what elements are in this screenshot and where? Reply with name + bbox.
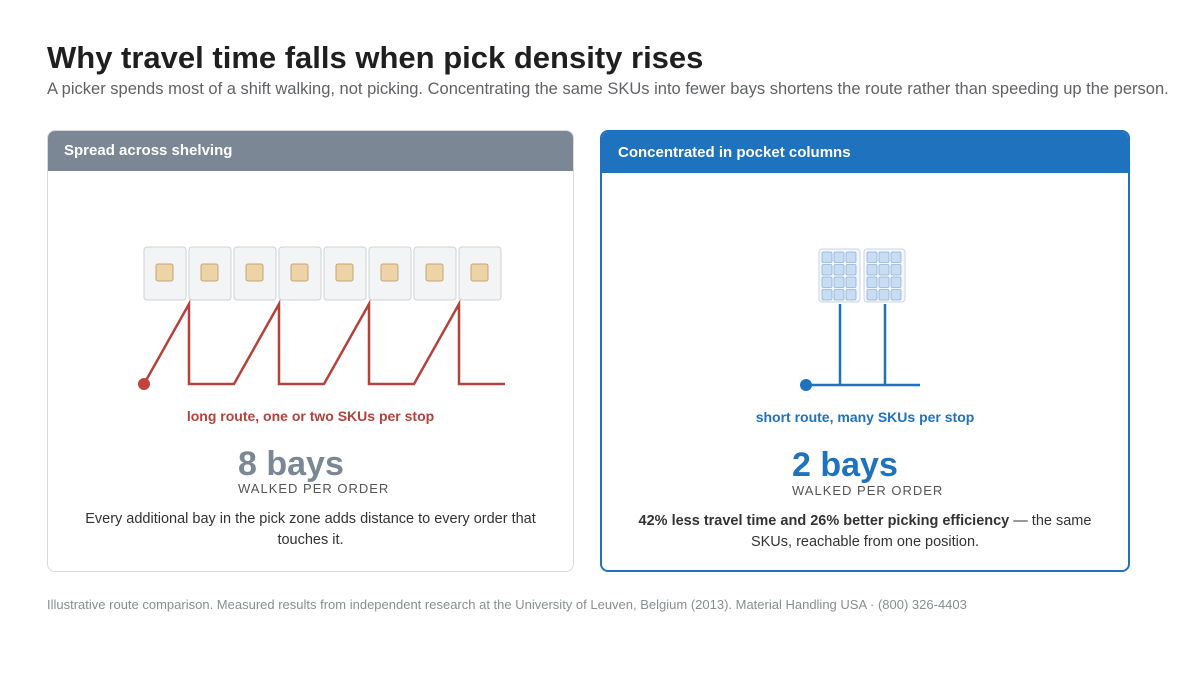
sku-box xyxy=(470,263,489,282)
sku-cell xyxy=(866,289,878,301)
sku-cell xyxy=(890,251,902,263)
concentrated-route-caption: short route, many SKUs per stop xyxy=(755,409,975,425)
sku-cell xyxy=(821,289,833,301)
spread-route-diagram xyxy=(138,246,505,390)
sku-cell xyxy=(845,289,857,301)
sku-cell xyxy=(878,276,890,288)
concentrated-panel: Concentrated in pocket columns short rou… xyxy=(600,130,1130,572)
spread-bays-metric: 8 bays xyxy=(238,445,344,483)
sku-cell xyxy=(866,276,878,288)
page-title: Why travel time falls when pick density … xyxy=(47,40,704,75)
sku-cell xyxy=(845,276,857,288)
sku-cell xyxy=(845,264,857,276)
concentrated-bays-metric: 2 bays xyxy=(792,446,898,484)
sku-box xyxy=(335,263,354,282)
sku-box xyxy=(290,263,309,282)
route-start-point xyxy=(138,378,150,390)
sku-cell xyxy=(845,251,857,263)
concentrated-metric-label: WALKED PER ORDER xyxy=(792,483,944,498)
long-route-path xyxy=(142,299,505,386)
route-start-point xyxy=(800,379,812,391)
sku-box xyxy=(245,263,264,282)
sku-cell xyxy=(866,251,878,263)
sku-cell xyxy=(866,264,878,276)
efficiency-note: — the same SKUs, reachable from one posi… xyxy=(750,513,1092,550)
sku-box xyxy=(425,263,444,282)
sku-cell xyxy=(821,264,833,276)
spread-route-caption: long route, one or two SKUs per stop xyxy=(186,408,435,424)
sku-cell xyxy=(833,264,845,276)
sku-cell xyxy=(821,251,833,263)
sku-cell xyxy=(890,289,902,301)
sku-cell xyxy=(878,251,890,263)
footnote: Illustrative route comparison. Measured … xyxy=(47,597,967,612)
sku-cell xyxy=(890,264,902,276)
page-subtitle: A picker spends most of a shift walking,… xyxy=(47,80,1169,98)
sku-box xyxy=(380,263,399,282)
spread-panel-title: Spread across shelving xyxy=(48,131,573,171)
sku-cell xyxy=(878,289,890,301)
sku-cell xyxy=(833,276,845,288)
sku-cell xyxy=(833,251,845,263)
concentrated-route-diagram xyxy=(800,248,920,391)
spread-panel: Spread across shelving long route, one o… xyxy=(47,130,574,572)
sku-cell xyxy=(821,276,833,288)
spread-metric-label: WALKED PER ORDER xyxy=(238,481,390,496)
concentrated-panel-title: Concentrated in pocket columns xyxy=(602,132,1128,173)
sku-cell xyxy=(878,264,890,276)
sku-cell xyxy=(890,276,902,288)
efficiency-claim: 42% less travel time and 26% better pick… xyxy=(638,513,1010,529)
concentrated-description: 42% less travel time and 26% better pick… xyxy=(622,511,1108,553)
spread-description: Every additional bay in the pick zone ad… xyxy=(85,511,536,548)
short-route-path xyxy=(806,304,920,387)
sku-box xyxy=(200,263,219,282)
sku-box xyxy=(155,263,174,282)
sku-cell xyxy=(833,289,845,301)
